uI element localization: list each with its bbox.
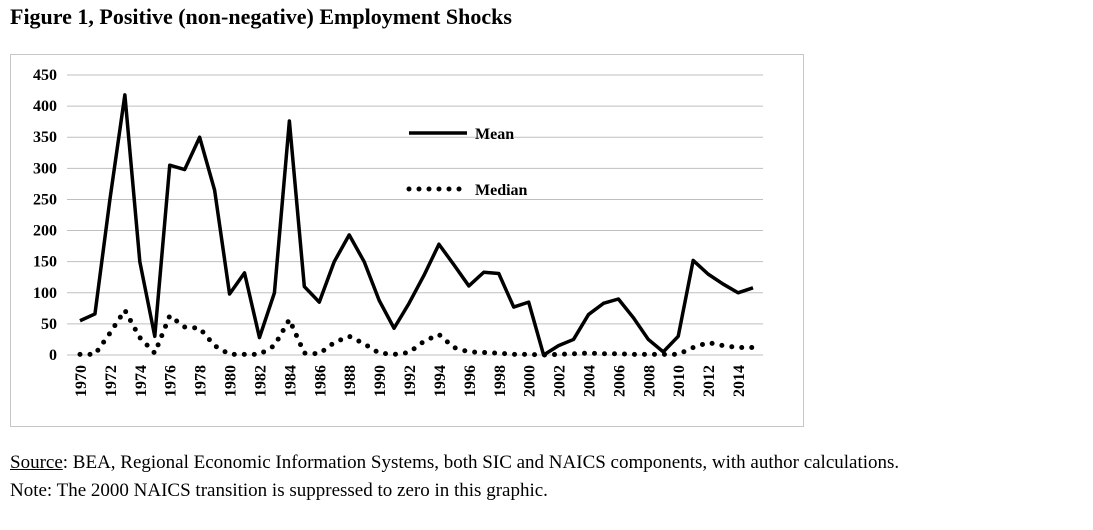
source-label: Source bbox=[10, 452, 63, 473]
gridlines bbox=[67, 74, 763, 356]
series-line-median bbox=[77, 307, 756, 358]
x-tick-label: 1976 bbox=[163, 365, 180, 397]
figure-title: Figure 1, Positive (non-negative) Employ… bbox=[10, 4, 512, 29]
x-tick-label: 1994 bbox=[432, 365, 449, 397]
source-note: Source: BEA, Regional Economic Informati… bbox=[10, 452, 899, 474]
y-tick-label: 350 bbox=[33, 129, 57, 146]
x-tick-label: 1972 bbox=[103, 365, 120, 397]
x-tick-label: 2000 bbox=[522, 365, 539, 397]
x-tick-label: 1996 bbox=[462, 365, 479, 397]
line-chart: 0 50 100 150 200 250 300 350 400 450 1970 1972 1974… bbox=[33, 67, 763, 397]
legend-label-mean: Mean bbox=[475, 126, 514, 143]
x-tick-label: 2008 bbox=[641, 365, 658, 397]
series-lines bbox=[77, 93, 756, 358]
x-tick-label: 1988 bbox=[342, 365, 359, 397]
y-tick-label: 0 bbox=[49, 347, 57, 364]
x-tick-label: 2012 bbox=[701, 365, 718, 397]
x-tick-label: 1990 bbox=[372, 365, 389, 397]
x-tick-label: 1970 bbox=[73, 365, 90, 397]
legend-label-median: Median bbox=[475, 182, 528, 199]
x-tick-label: 1980 bbox=[223, 365, 240, 397]
y-tick-label: 50 bbox=[41, 316, 57, 333]
y-axis-tick-labels: 0 50 100 150 200 250 300 350 400 450 bbox=[33, 67, 57, 364]
y-tick-label: 100 bbox=[33, 285, 57, 302]
x-tick-label: 2004 bbox=[581, 365, 598, 397]
x-tick-label: 2014 bbox=[731, 365, 748, 397]
series-line-mean bbox=[79, 93, 754, 357]
x-axis-tick-labels: 1970 1972 1974 1976 1978 1980 1982 1984 1986 1988… bbox=[73, 365, 748, 397]
y-tick-label: 250 bbox=[33, 191, 57, 208]
transition-note: Note: The 2000 NAICS transition is suppr… bbox=[10, 480, 548, 501]
y-tick-label: 150 bbox=[33, 254, 57, 271]
x-tick-label: 1978 bbox=[193, 365, 210, 397]
x-tick-label: 2002 bbox=[552, 365, 569, 397]
x-tick-label: 2010 bbox=[671, 365, 688, 397]
x-tick-label: 1986 bbox=[312, 365, 329, 397]
chart-frame: 0 50 100 150 200 250 300 350 400 450 1970 1972 1974… bbox=[10, 54, 804, 427]
x-tick-label: 1982 bbox=[252, 365, 269, 397]
y-tick-label: 300 bbox=[33, 160, 57, 177]
x-tick-label: 1974 bbox=[133, 365, 150, 397]
x-tick-label: 2006 bbox=[611, 365, 628, 397]
y-tick-label: 200 bbox=[33, 223, 57, 240]
x-tick-label: 1992 bbox=[402, 365, 419, 397]
y-tick-label: 450 bbox=[33, 67, 57, 84]
legend: Mean Median bbox=[406, 126, 528, 199]
y-tick-label: 400 bbox=[33, 98, 57, 115]
x-tick-label: 1998 bbox=[492, 365, 509, 397]
x-tick-label: 1984 bbox=[282, 365, 299, 397]
source-text: : BEA, Regional Economic Information Sys… bbox=[62, 452, 900, 473]
